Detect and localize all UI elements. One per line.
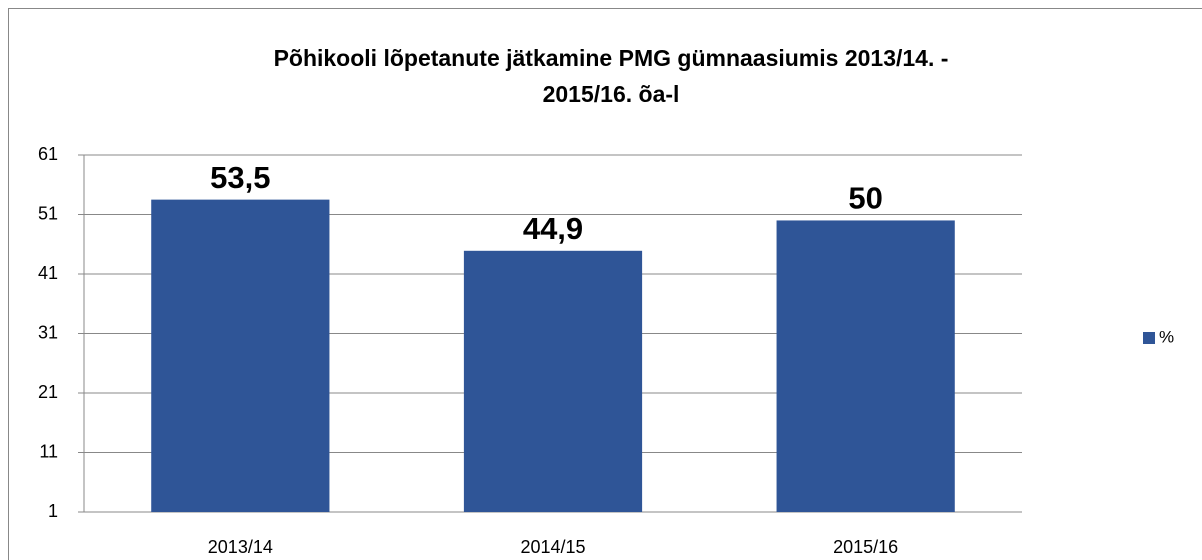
legend-swatch [1143,332,1155,344]
bar [776,220,955,512]
x-tick-label: 2013/14 [208,537,273,557]
chart-border [8,8,1202,560]
y-tick-label: 31 [38,322,58,342]
data-label: 53,5 [210,160,270,195]
y-tick-label: 11 [39,441,58,461]
y-tick-label: 41 [38,263,58,283]
legend-label: % [1159,327,1174,346]
data-label: 50 [848,181,882,216]
y-tick-label: 51 [38,203,58,223]
y-tick-label: 1 [48,501,58,521]
data-label: 44,9 [523,211,583,246]
chart-title: Põhikooli lõpetanute jätkamine PMG gümna… [273,45,949,107]
y-tick-label: 21 [38,382,58,402]
x-tick-label: 2014/15 [520,537,585,557]
bar [151,199,330,512]
bar [463,250,643,513]
y-tick-label: 61 [38,144,58,164]
x-tick-label: 2015/16 [833,537,898,557]
